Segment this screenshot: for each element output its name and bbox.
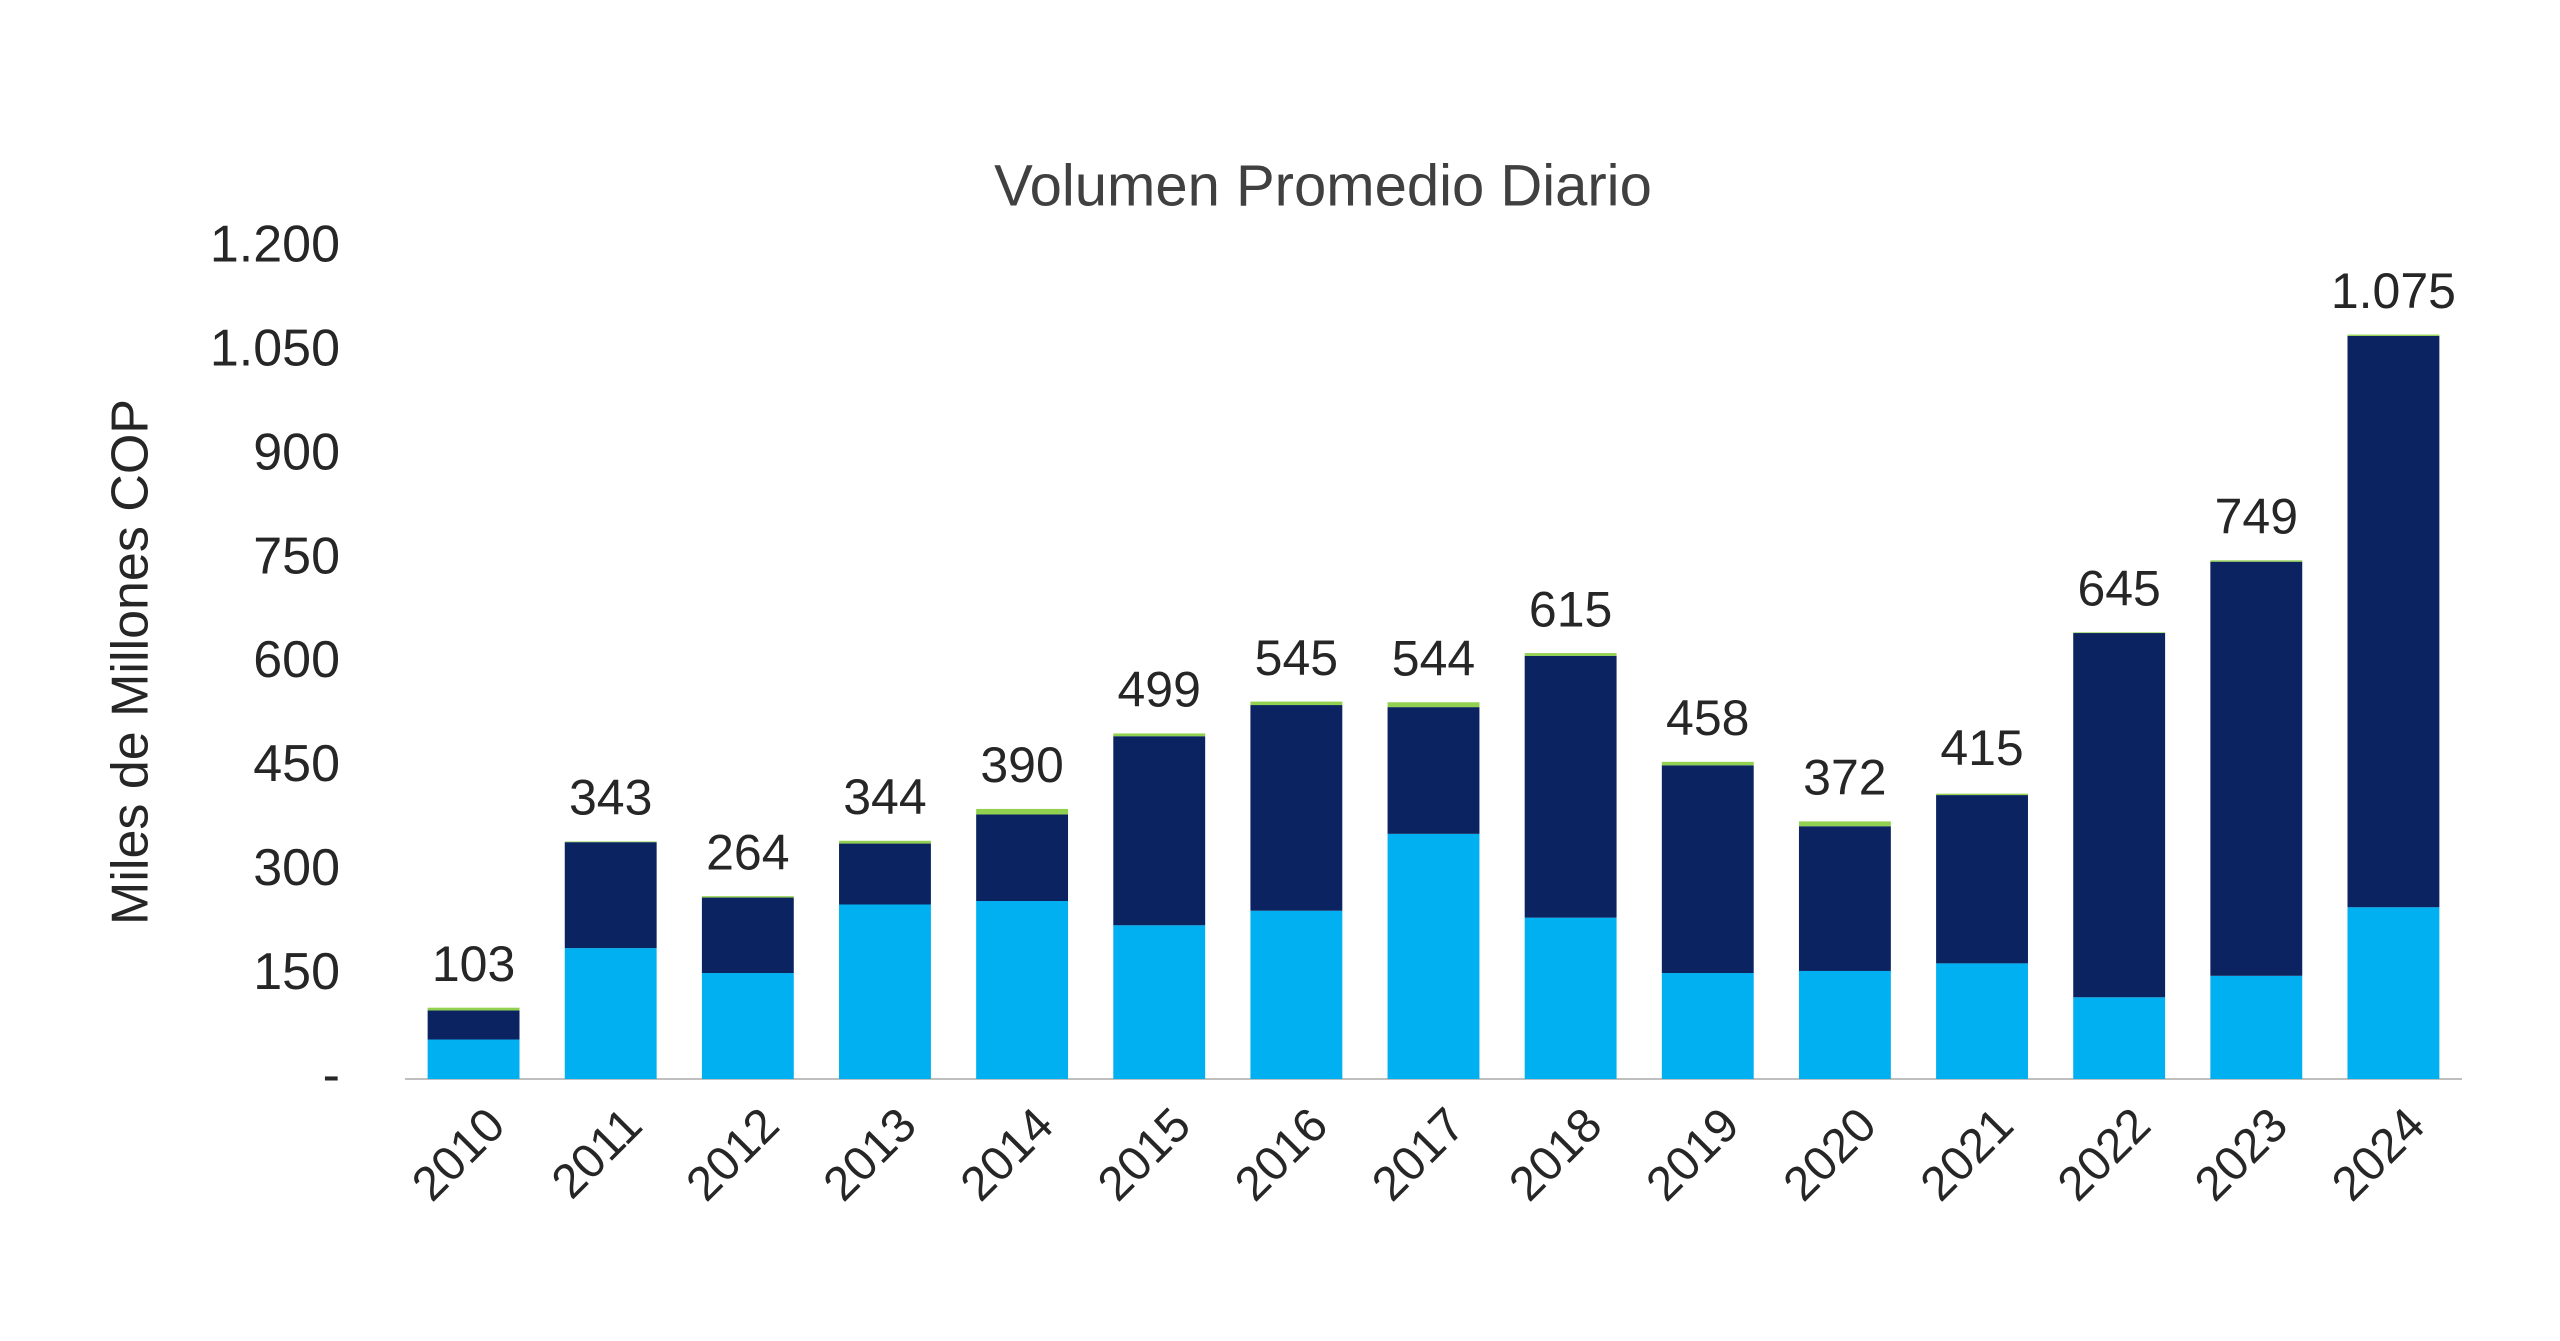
bar-segment [1250,705,1343,911]
x-tick-label: 2010 [402,1098,515,1211]
total-label: 264 [706,824,789,880]
bar-segment [1524,653,1617,656]
total-label: 645 [2077,561,2160,617]
bar-segment [1936,793,2028,796]
bar-segment [839,843,931,905]
bar-segment [1113,733,1206,737]
bar-segment [2073,633,2166,998]
bar-segment [1936,963,2028,1079]
x-tick-label: 2016 [1225,1098,1338,1211]
bar-segment [1661,761,1754,766]
bar-segment [1250,910,1343,1079]
y-tick-label: 450 [253,735,340,793]
bar-segment [1250,701,1343,706]
total-label: 103 [432,936,515,992]
bar-segment [1661,973,1754,1079]
bar-segment [427,1010,520,1040]
total-label: 415 [1940,720,2023,776]
bar-segment [1661,765,1754,974]
bar-segment [1524,655,1617,918]
x-tick-label: 2020 [1774,1098,1887,1211]
bar-segment [1387,707,1480,834]
bar-segment [1798,970,1891,1079]
x-tick-label: 2024 [2322,1098,2435,1211]
bar-segment [2210,561,2303,976]
y-axis-label: Miles de Millones COP [102,399,160,925]
bar-segment [2073,997,2166,1079]
total-label: 344 [843,769,926,825]
x-tick-label: 2011 [542,1098,652,1208]
total-label: 544 [1392,630,1475,686]
bar-segment [1798,821,1891,827]
bar-segment [564,841,657,843]
bar-segment [1387,833,1480,1079]
bar-segment [839,840,931,844]
y-tick-label: 900 [253,423,340,481]
total-label: 749 [2215,489,2298,545]
bar-segment [427,1039,520,1079]
total-label: 1.075 [2331,263,2456,319]
x-tick-label: 2014 [951,1098,1064,1211]
y-tick-label: 150 [253,943,340,1001]
bar-segment [701,973,794,1079]
bar-segment [1113,736,1206,926]
total-label: 458 [1666,690,1749,746]
bar-segment [2210,560,2303,562]
x-tick-label: 2019 [1637,1098,1750,1211]
bar-segment [564,948,657,1079]
x-tick-label: 2015 [1088,1098,1201,1211]
y-tick-label: 750 [253,527,340,585]
total-label: 343 [569,770,652,826]
y-tick-label: 600 [253,631,340,689]
total-label: 545 [1255,630,1338,686]
x-tick-label: 2017 [1362,1098,1475,1211]
x-tick-label: 2022 [2048,1098,2161,1211]
bar-segment [2347,334,2440,336]
bar-segment [976,808,1069,815]
y-tick-label: 300 [253,839,340,897]
bar-segment [839,904,931,1079]
bar-segment [1113,925,1206,1079]
total-label: 499 [1118,662,1201,718]
bar-segment [701,896,794,898]
total-label: 390 [980,737,1063,793]
bar-segment [976,901,1069,1079]
bar-segment [1524,917,1617,1079]
y-tick-label: 1.050 [210,320,340,378]
bar-segment [427,1007,520,1011]
x-tick-label: 2012 [677,1098,790,1211]
bar-segment [2347,907,2440,1079]
bar-segment [2073,632,2166,634]
y-tick-label: - [323,1047,340,1105]
y-tick-label: 1.200 [210,216,340,274]
total-label: 372 [1803,750,1886,806]
x-tick-label: 2018 [1499,1098,1612,1211]
x-tick-label: 2023 [2185,1098,2298,1211]
bar-segment [1936,795,2028,964]
total-label: 615 [1529,581,1612,637]
x-tick-label: 2021 [1911,1098,2024,1211]
bar-segment [1798,826,1891,971]
bar-segment [701,897,794,974]
bar-segment [2347,335,2440,908]
bar-segment [564,842,657,949]
chart-title: Volumen Promedio Diario [994,153,1652,218]
bar-segment [976,814,1069,902]
bar-segment [1387,702,1480,708]
bar-segment [2210,975,2303,1079]
x-tick-label: 2013 [814,1098,927,1211]
